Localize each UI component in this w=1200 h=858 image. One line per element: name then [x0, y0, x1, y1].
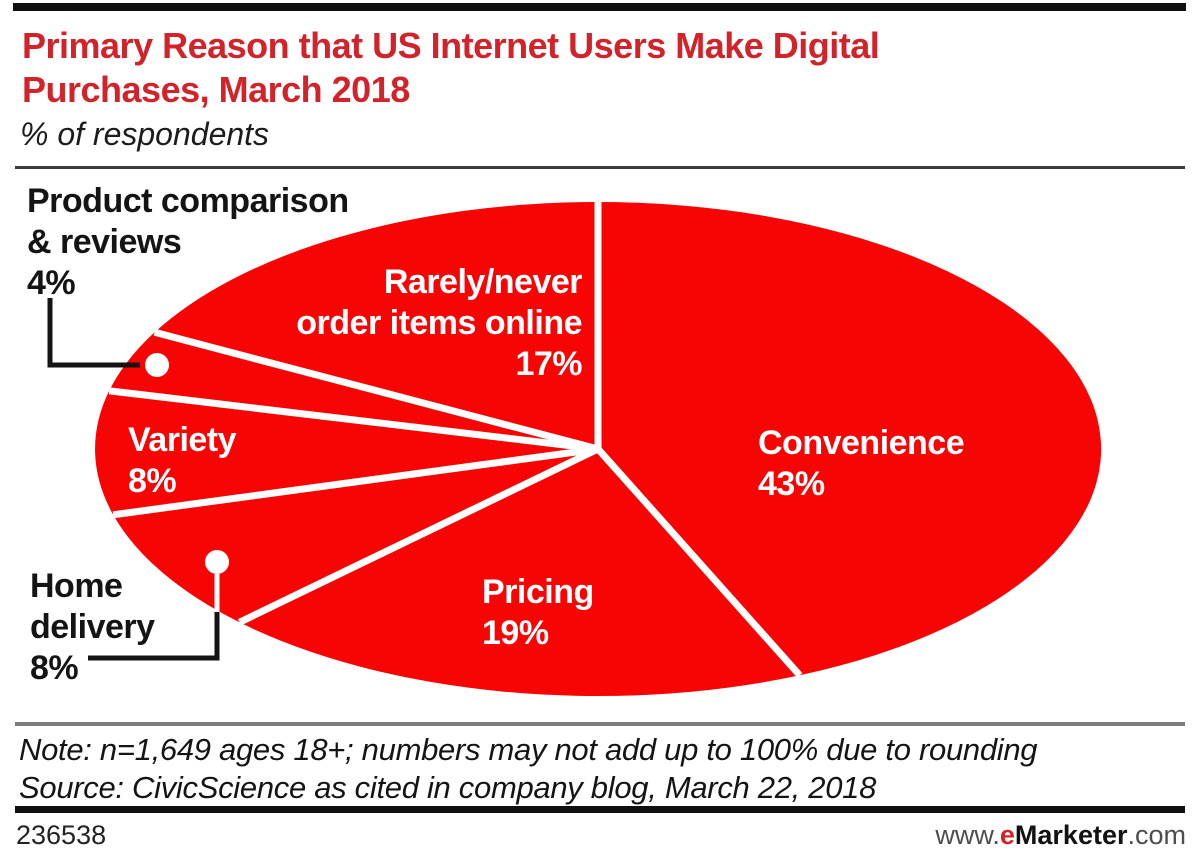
label-product-comparison-line1: Product comparison [27, 182, 349, 220]
label-pricing-pct: 19% [482, 614, 549, 652]
label-convenience-pct: 43% [758, 465, 825, 503]
label-product-comparison-line2: & reviews [27, 223, 182, 261]
pie-slices [95, 201, 1102, 697]
label-variety-pct: 8% [128, 462, 177, 500]
url-suffix: .com [1127, 820, 1186, 850]
pie-slice-pricing [239, 449, 800, 697]
chart-title: Primary Reason that US Internet Users Ma… [22, 25, 880, 110]
label-variety-text: Variety [128, 421, 237, 459]
label-rarely-never: Rarely/never order items online 17% [296, 262, 582, 385]
pie-slice-variety [95, 390, 598, 515]
header-divider [15, 166, 1185, 169]
label-pricing-text: Pricing [482, 573, 594, 611]
chart-subtitle: % of respondents [20, 116, 270, 152]
label-home-delivery-pct: 8% [30, 649, 79, 687]
label-convenience: Convenience 43% [758, 423, 965, 505]
label-home-delivery: Home delivery 8% [30, 566, 155, 689]
bottom-border-bar [15, 806, 1185, 813]
website-url: www.eMarketer.com [935, 820, 1186, 851]
pie-separator [237, 445, 600, 626]
chart-source: Source: CivicScience as cited in company… [19, 770, 877, 805]
url-e: e [999, 820, 1015, 850]
pie-separators [108, 202, 803, 678]
label-product-comparison-pct: 4% [27, 264, 76, 302]
note-divider [15, 722, 1185, 726]
label-rarely-never-pct: 17% [515, 345, 582, 383]
pie-separator [153, 328, 599, 453]
pie-slice-home-delivery [113, 449, 598, 623]
label-convenience-text: Convenience [758, 424, 965, 462]
leader-dot-product-comparison [145, 353, 169, 377]
footer-row: 236538 www.eMarketer.com [16, 820, 1186, 851]
pie-separator [112, 445, 599, 519]
leader-lines [47, 298, 229, 661]
url-prefix: www. [935, 820, 1000, 850]
note-block: Note: n=1,649 ages 18+; numbers may not … [19, 731, 1189, 807]
label-product-comparison: Product comparison & reviews 4% [27, 181, 349, 304]
label-rarely-never-line1: Rarely/never [383, 263, 583, 301]
pie-slice-rarely-never-order-items-online [154, 202, 598, 449]
label-home-delivery-line2: delivery [30, 608, 155, 646]
chart-id: 236538 [16, 820, 107, 850]
leader-dot-home-delivery [205, 550, 229, 574]
leader-home-delivery [88, 610, 220, 661]
pie-separator [108, 387, 599, 453]
leader-product-comparison [47, 298, 140, 368]
label-pricing: Pricing 19% [482, 572, 594, 654]
pie-slice-convenience [598, 201, 1102, 676]
label-variety: Variety 8% [128, 420, 237, 502]
label-rarely-never-line2: order items online [296, 304, 582, 342]
top-border-bar [13, 3, 1186, 11]
pie-separator [595, 446, 803, 678]
label-home-delivery-line1: Home [30, 567, 123, 605]
url-marketer: Marketer [1014, 820, 1128, 850]
chart-note: Note: n=1,649 ages 18+; numbers may not … [19, 732, 1038, 767]
